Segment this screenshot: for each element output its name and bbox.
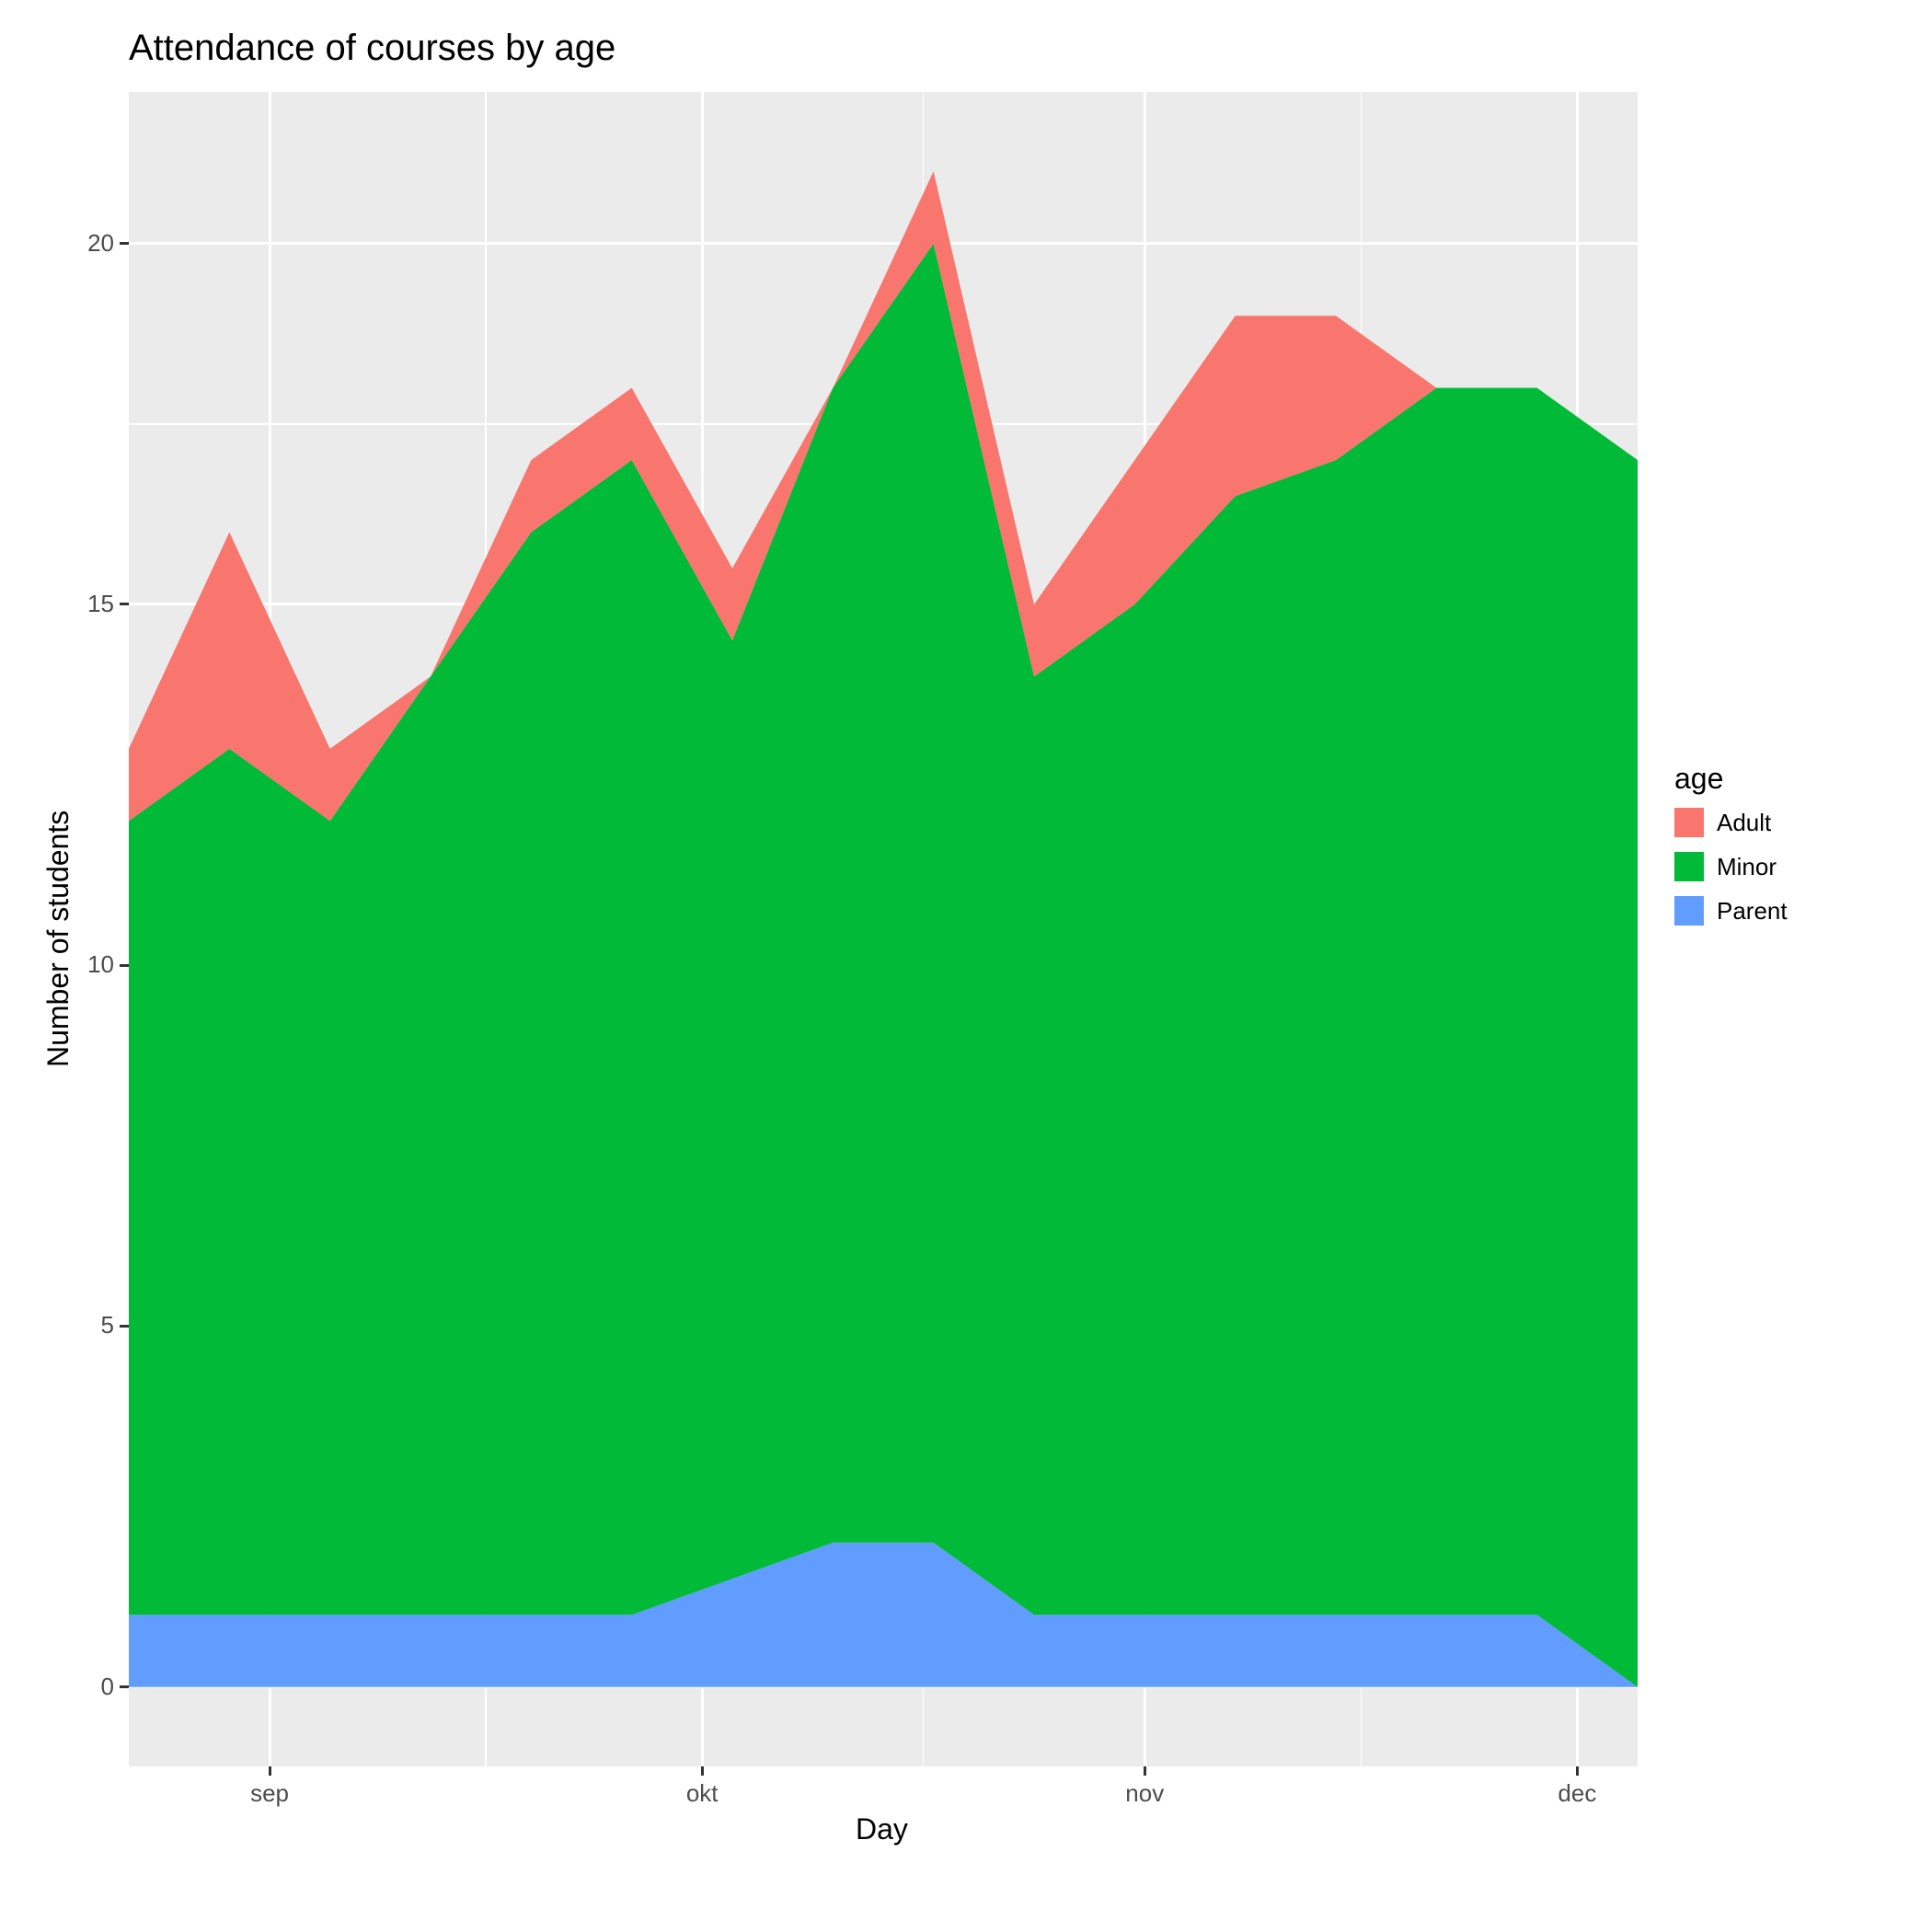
legend-item-parent: Parent — [1674, 896, 1788, 926]
y-axis-title: Number of students — [41, 811, 75, 1067]
y-tick-mark — [120, 964, 129, 967]
x-tick-mark — [1144, 1766, 1146, 1776]
x-tick-label: dec — [1540, 1779, 1614, 1808]
y-tick-label: 20 — [40, 229, 114, 258]
x-tick-mark — [701, 1766, 704, 1776]
x-axis-title: Day — [856, 1812, 908, 1846]
y-tick-mark — [120, 1685, 129, 1688]
y-tick-label: 15 — [40, 590, 114, 618]
y-tick-label: 5 — [40, 1311, 114, 1340]
area-minor — [129, 244, 1638, 1687]
legend-label: Adult — [1717, 809, 1771, 837]
legend-label: Parent — [1717, 897, 1788, 926]
y-tick-mark — [120, 603, 129, 605]
x-tick-label: sep — [233, 1779, 306, 1808]
legend-item-adult: Adult — [1674, 808, 1771, 837]
legend-swatch-parent — [1674, 896, 1704, 926]
x-tick-label: nov — [1108, 1779, 1181, 1808]
chart-root: Attendance of courses by age 05101520 se… — [0, 0, 1932, 1932]
y-tick-mark — [120, 1325, 129, 1328]
stacked-area-svg — [0, 0, 1932, 1932]
y-tick-label: 0 — [40, 1673, 114, 1701]
x-tick-label: okt — [665, 1779, 739, 1808]
x-tick-mark — [1576, 1766, 1579, 1776]
legend-item-minor: Minor — [1674, 852, 1777, 881]
y-tick-mark — [120, 242, 129, 245]
x-tick-mark — [269, 1766, 271, 1776]
legend-label: Minor — [1717, 853, 1777, 881]
legend-title: age — [1674, 762, 1723, 796]
legend-swatch-minor — [1674, 852, 1704, 881]
legend-swatch-adult — [1674, 808, 1704, 837]
